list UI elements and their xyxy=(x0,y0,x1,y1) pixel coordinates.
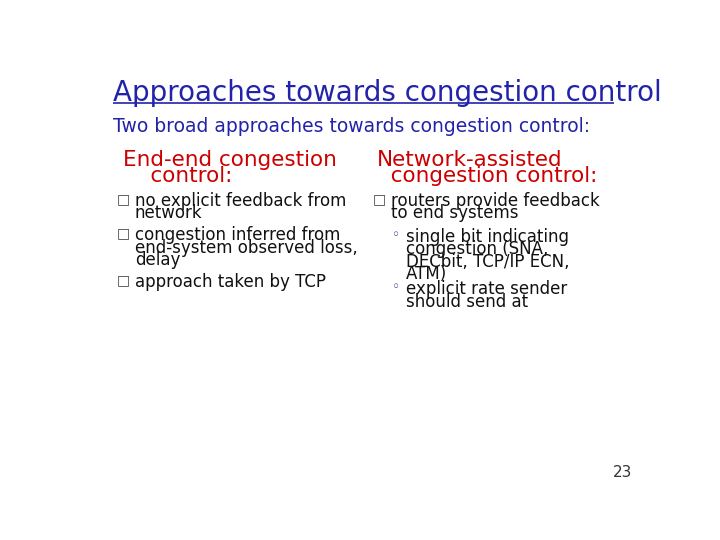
Text: to end systems: to end systems xyxy=(391,204,518,222)
Text: Network-assisted: Network-assisted xyxy=(377,150,562,170)
Text: explicit rate sender: explicit rate sender xyxy=(406,280,567,299)
Text: routers provide feedback: routers provide feedback xyxy=(391,192,600,210)
Text: congestion inferred from: congestion inferred from xyxy=(135,226,341,245)
Text: delay: delay xyxy=(135,251,180,269)
Text: single bit indicating: single bit indicating xyxy=(406,228,570,246)
Text: congestion (SNA,: congestion (SNA, xyxy=(406,240,549,258)
Text: end-system observed loss,: end-system observed loss, xyxy=(135,239,358,257)
Text: DECbit, TCP/IP ECN,: DECbit, TCP/IP ECN, xyxy=(406,253,570,271)
Text: □: □ xyxy=(117,273,130,287)
Text: no explicit feedback from: no explicit feedback from xyxy=(135,192,346,210)
Text: □: □ xyxy=(373,192,386,206)
Text: control:: control: xyxy=(122,166,232,186)
Text: □: □ xyxy=(117,192,130,206)
Text: ATM): ATM) xyxy=(406,265,447,283)
Text: 23: 23 xyxy=(613,465,632,480)
Text: should send at: should send at xyxy=(406,293,528,310)
Text: □: □ xyxy=(117,226,130,240)
Text: network: network xyxy=(135,204,202,222)
Text: End-end congestion: End-end congestion xyxy=(122,150,336,170)
Text: Approaches towards congestion control: Approaches towards congestion control xyxy=(113,79,662,107)
Text: approach taken by TCP: approach taken by TCP xyxy=(135,273,326,291)
Text: ◦: ◦ xyxy=(392,228,400,242)
Text: Two broad approaches towards congestion control:: Two broad approaches towards congestion … xyxy=(113,117,590,136)
Text: congestion control:: congestion control: xyxy=(377,166,597,186)
Text: ◦: ◦ xyxy=(392,280,400,294)
